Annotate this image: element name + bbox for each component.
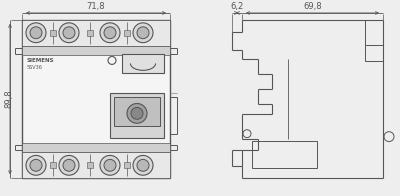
Circle shape [104, 27, 116, 39]
Text: SIEMENS: SIEMENS [27, 58, 55, 63]
Circle shape [133, 155, 153, 175]
Bar [22, 152, 170, 178]
Bar [114, 97, 160, 126]
Circle shape [133, 23, 153, 43]
Circle shape [127, 103, 147, 123]
Circle shape [100, 23, 120, 43]
Bar [252, 141, 317, 168]
Bar [22, 142, 170, 152]
Circle shape [30, 159, 42, 171]
Bar [124, 162, 130, 168]
Circle shape [26, 23, 46, 43]
Circle shape [131, 107, 143, 119]
Bar [124, 30, 130, 36]
Text: 89,8: 89,8 [4, 90, 14, 108]
Circle shape [59, 23, 79, 43]
Circle shape [100, 155, 120, 175]
Bar [122, 54, 164, 73]
Bar [50, 162, 56, 168]
Text: 69,8: 69,8 [303, 2, 322, 11]
Bar [22, 46, 170, 55]
Text: 5SV36: 5SV36 [27, 65, 43, 70]
Circle shape [63, 159, 75, 171]
Text: 6,2: 6,2 [230, 2, 244, 11]
Circle shape [30, 27, 42, 39]
Bar [110, 93, 164, 138]
Bar [87, 162, 93, 168]
Circle shape [26, 155, 46, 175]
Circle shape [137, 159, 149, 171]
Circle shape [63, 27, 75, 39]
Text: 71,8: 71,8 [87, 2, 105, 11]
Circle shape [59, 155, 79, 175]
Circle shape [104, 159, 116, 171]
Bar [50, 30, 56, 36]
Bar [22, 20, 170, 178]
Circle shape [137, 27, 149, 39]
Bar [365, 45, 383, 61]
Bar [87, 30, 93, 36]
Bar [22, 20, 170, 46]
